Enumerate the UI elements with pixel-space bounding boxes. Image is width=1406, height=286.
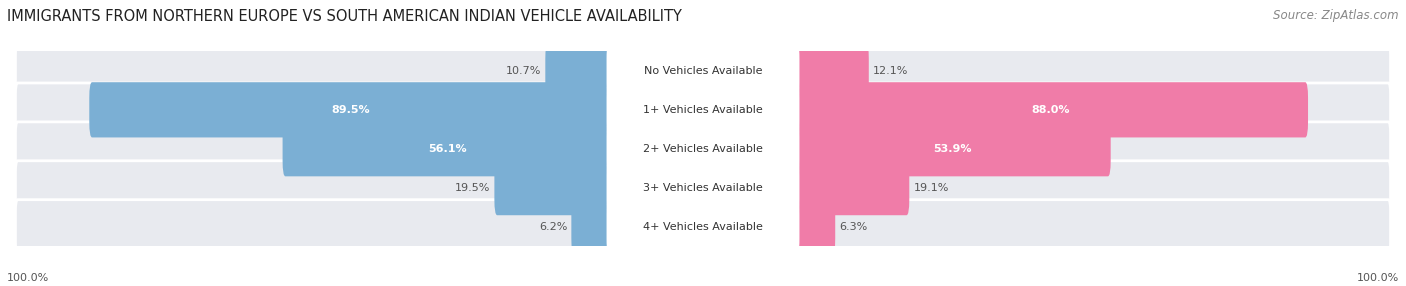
FancyBboxPatch shape [793,199,835,254]
Text: 1+ Vehicles Available: 1+ Vehicles Available [643,105,763,115]
Text: 12.1%: 12.1% [873,66,908,76]
Legend: Immigrants from Northern Europe, South American Indian: Immigrants from Northern Europe, South A… [520,284,886,286]
Text: 53.9%: 53.9% [932,144,972,154]
FancyBboxPatch shape [15,44,1391,98]
FancyBboxPatch shape [793,43,869,99]
FancyBboxPatch shape [606,78,800,141]
Text: 2+ Vehicles Available: 2+ Vehicles Available [643,144,763,154]
Text: 88.0%: 88.0% [1032,105,1070,115]
FancyBboxPatch shape [15,122,1391,176]
Text: 19.5%: 19.5% [456,183,491,192]
Text: 3+ Vehicles Available: 3+ Vehicles Available [643,183,763,192]
FancyBboxPatch shape [571,199,613,254]
FancyBboxPatch shape [15,200,1391,253]
FancyBboxPatch shape [606,39,800,102]
Text: 89.5%: 89.5% [332,105,370,115]
FancyBboxPatch shape [15,83,1391,137]
Text: 100.0%: 100.0% [1357,273,1399,283]
FancyBboxPatch shape [90,82,613,138]
Text: 100.0%: 100.0% [7,273,49,283]
Text: 19.1%: 19.1% [914,183,949,192]
Text: 6.3%: 6.3% [839,222,868,231]
FancyBboxPatch shape [793,160,910,215]
FancyBboxPatch shape [546,43,613,99]
Text: 10.7%: 10.7% [506,66,541,76]
Text: Source: ZipAtlas.com: Source: ZipAtlas.com [1274,9,1399,21]
FancyBboxPatch shape [15,161,1391,214]
Text: 6.2%: 6.2% [538,222,567,231]
FancyBboxPatch shape [793,82,1308,138]
Text: 4+ Vehicles Available: 4+ Vehicles Available [643,222,763,231]
FancyBboxPatch shape [606,156,800,219]
FancyBboxPatch shape [495,160,613,215]
Text: No Vehicles Available: No Vehicles Available [644,66,762,76]
FancyBboxPatch shape [283,121,613,176]
Text: IMMIGRANTS FROM NORTHERN EUROPE VS SOUTH AMERICAN INDIAN VEHICLE AVAILABILITY: IMMIGRANTS FROM NORTHERN EUROPE VS SOUTH… [7,9,682,23]
Text: 56.1%: 56.1% [429,144,467,154]
FancyBboxPatch shape [606,195,800,258]
FancyBboxPatch shape [606,117,800,180]
FancyBboxPatch shape [793,121,1111,176]
